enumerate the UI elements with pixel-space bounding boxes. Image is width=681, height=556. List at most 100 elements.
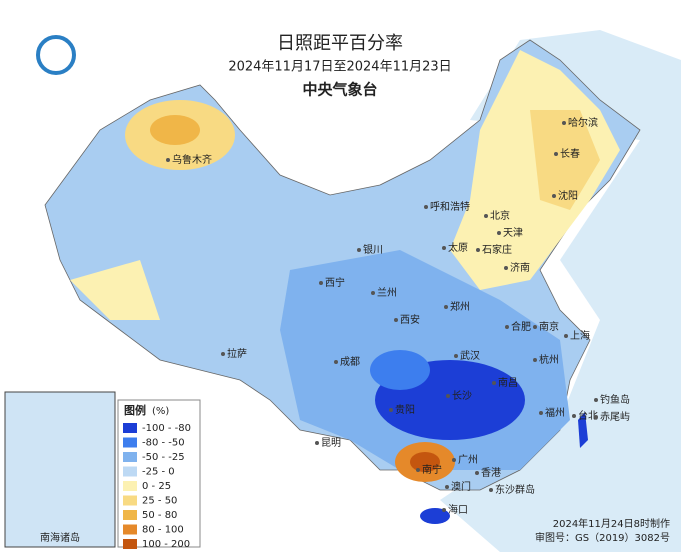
city-dot [533, 325, 537, 329]
city-label: 澳门 [451, 480, 471, 493]
city-label: 西宁 [325, 276, 345, 289]
legend-label: -100 - -80 [142, 423, 191, 434]
city-label: 天津 [503, 227, 523, 239]
city-dot [504, 266, 508, 270]
legend-title: 图例 [124, 403, 146, 417]
patch [530, 110, 600, 210]
legend-swatch [123, 510, 137, 520]
city-label: 长春 [560, 148, 580, 160]
city-dot [552, 194, 556, 198]
city-label: 南京 [539, 320, 559, 333]
city-dot [445, 485, 449, 489]
city-label: 沈阳 [558, 189, 578, 202]
legend-swatch [123, 539, 137, 549]
city-dot [389, 408, 393, 412]
city-dot [166, 158, 170, 162]
city-label: 乌鲁木齐 [172, 153, 212, 166]
issuer: 中央气象台 [302, 81, 377, 99]
city-label: 呼和浩特 [430, 201, 470, 213]
city-label: 长沙 [452, 390, 472, 402]
city-label: 成都 [340, 356, 360, 368]
legend-label: 25 - 50 [142, 496, 177, 507]
city-label: 海口 [448, 503, 468, 516]
patch [370, 350, 430, 390]
city-dot [572, 414, 576, 418]
patch [150, 115, 200, 145]
city-label: 太原 [448, 241, 468, 254]
city-dot [594, 398, 598, 402]
city-label: 南昌 [498, 376, 518, 389]
city-label: 兰州 [377, 286, 397, 299]
legend-label: 50 - 80 [142, 510, 177, 521]
logo [36, 35, 76, 75]
city-dot [554, 152, 558, 156]
city-label: 钓鱼岛 [600, 393, 630, 406]
city-dot [357, 248, 361, 252]
city-label: 拉萨 [227, 347, 247, 360]
city-dot [394, 318, 398, 322]
city-label: 武汉 [460, 349, 480, 362]
inset-label: 南海诸岛 [40, 531, 80, 544]
city-label: 贵阳 [395, 403, 415, 416]
city-label: 赤尾屿 [600, 411, 630, 423]
legend-label: 100 - 200 [142, 539, 190, 550]
city-dot [476, 248, 480, 252]
legend-label: -50 - -25 [142, 452, 185, 463]
period: 2024年11月17日至2024年11月23日 [228, 60, 451, 75]
city-dot [371, 291, 375, 295]
city-dot [533, 358, 537, 362]
city-dot [444, 305, 448, 309]
taiwan [578, 412, 588, 448]
city-dot [562, 121, 566, 125]
legend-label: -80 - -50 [142, 438, 185, 449]
title: 日照距平百分率 [277, 33, 403, 54]
patch [410, 452, 440, 472]
city-label: 合肥 [511, 320, 531, 333]
sea [440, 30, 681, 552]
footer-approval: 审图号：GS（2019）3082号 [535, 531, 670, 544]
city-dot [446, 394, 450, 398]
legend-swatch [123, 423, 137, 433]
city-dot [594, 415, 598, 419]
city-dot [564, 334, 568, 338]
legend-swatch [123, 437, 137, 448]
city-dot [442, 246, 446, 250]
city-dot [497, 231, 501, 235]
city-label: 银川 [363, 243, 383, 256]
city-label: 台北 [578, 409, 598, 422]
legend-swatch [123, 495, 137, 506]
legend-label: -25 - 0 [142, 467, 175, 478]
city-dot [334, 360, 338, 364]
city-dot [475, 471, 479, 475]
city-label: 西安 [400, 313, 420, 326]
legend-label: 0 - 25 [142, 481, 171, 492]
city-label: 石家庄 [482, 243, 512, 256]
city-dot [319, 281, 323, 285]
legend-swatch [123, 452, 137, 462]
legend-swatch [123, 466, 137, 477]
city-dot [539, 411, 543, 415]
city-label: 广州 [458, 454, 478, 466]
patch [70, 260, 160, 320]
city-dot [505, 325, 509, 329]
legend-unit: (%) [152, 406, 169, 417]
city-label: 郑州 [450, 300, 470, 313]
city-label: 济南 [510, 261, 530, 274]
city-label: 杭州 [539, 353, 559, 366]
city-label: 南宁 [422, 463, 442, 476]
city-label: 上海 [570, 329, 590, 342]
city-dot [442, 508, 446, 512]
city-dot [221, 352, 225, 356]
footer-made: 2024年11月24日8时制作 [553, 517, 670, 530]
city-dot [416, 468, 420, 472]
city-dot [452, 458, 456, 462]
city-dot [492, 381, 496, 385]
city-label: 福州 [545, 406, 565, 419]
hainan [420, 508, 450, 524]
inset [4, 391, 116, 548]
city-dot [484, 214, 488, 218]
city-label: 香港 [481, 467, 501, 479]
city-dot [424, 205, 428, 209]
city-label: 昆明 [321, 437, 341, 449]
